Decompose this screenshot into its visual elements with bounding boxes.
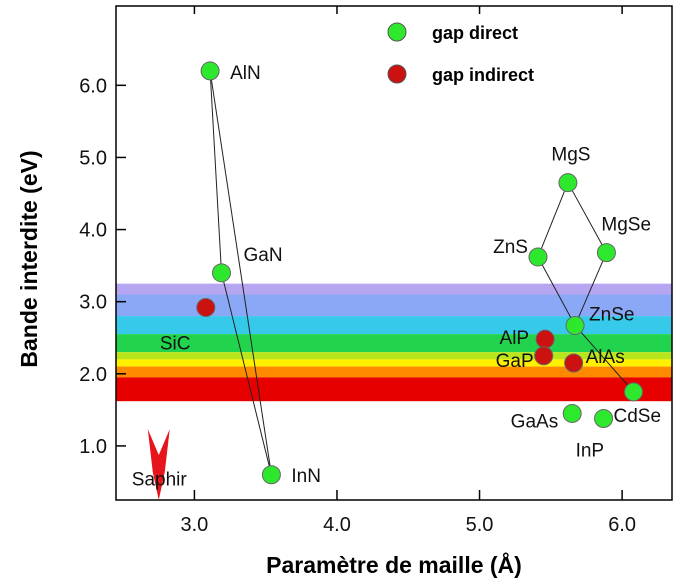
direct-gap-point [200, 61, 220, 81]
saphir-label: Saphir [132, 469, 188, 490]
x-tick-label: 5.0 [466, 514, 494, 536]
direct-gap-point [261, 465, 281, 485]
spectrum-band [116, 377, 672, 402]
point-label: ZnSe [589, 304, 634, 325]
point-label: GaP [496, 351, 534, 372]
axis-ticks: 3.0 4.0 5.0 6.0 1.0 2.0 3.0 4.0 5.0 6.0 [79, 6, 636, 536]
direct-gap-point [594, 409, 614, 429]
alloy-line [537, 182, 569, 258]
direct-gap-point [596, 243, 616, 263]
legend-indirect-marker [387, 64, 407, 84]
y-tick-label: 6.0 [79, 75, 107, 97]
alloy-line [574, 252, 607, 326]
y-tick-label: 2.0 [79, 364, 107, 386]
alloy-line [567, 182, 607, 253]
legend-direct-marker [387, 22, 407, 42]
spectrum-band [116, 334, 672, 353]
indirect-gap-point [534, 346, 554, 366]
direct-gap-point [565, 315, 585, 335]
data-points [196, 61, 644, 485]
x-tick-label: 3.0 [181, 514, 209, 536]
alloy-line [209, 70, 272, 475]
indirect-gap-point [196, 297, 216, 317]
point-label: AlN [230, 63, 261, 84]
direct-gap-point [558, 173, 578, 193]
direct-gap-point [528, 247, 548, 267]
point-label: GaN [243, 245, 282, 266]
plot-frame [115, 5, 673, 501]
point-label: ZnS [493, 237, 528, 258]
spectrum-band [116, 352, 672, 360]
point-label: InP [576, 441, 605, 462]
spectrum-band [116, 359, 672, 367]
x-tick-label: 6.0 [608, 514, 636, 536]
legend: gap direct gap indirect [387, 22, 534, 85]
visible-spectrum-bands [116, 283, 672, 402]
saphir-marker: Saphir [132, 429, 188, 500]
direct-gap-point [562, 403, 582, 423]
spectrum-band [116, 316, 672, 335]
alloy-line [574, 325, 634, 393]
x-tick-label: 4.0 [323, 514, 351, 536]
spectrum-band [116, 283, 672, 295]
alloy-line [221, 272, 272, 475]
y-tick-label: 5.0 [79, 147, 107, 169]
point-labels: AlN GaN InN MgS ZnS MgSe ZnSe CdSe GaAs InP SiC AlP… [160, 63, 661, 487]
direct-gap-point [211, 263, 231, 283]
point-label: CdSe [614, 406, 662, 427]
point-label: MgSe [601, 215, 651, 236]
alloy-lines [209, 70, 634, 475]
spectrum-band [116, 294, 672, 317]
y-tick-label: 1.0 [79, 436, 107, 458]
point-label: GaAs [511, 411, 559, 432]
y-tick-label: 4.0 [79, 220, 107, 242]
indirect-gap-point [535, 329, 555, 349]
point-label: InN [291, 466, 321, 487]
alloy-line [209, 70, 222, 273]
y-tick-label: 3.0 [79, 292, 107, 314]
indirect-gap-point [564, 353, 584, 373]
point-label: SiC [160, 333, 191, 354]
y-axis-title: Bande interdite (eV) [16, 150, 42, 367]
alloy-line [537, 256, 576, 326]
point-label: AlP [500, 328, 530, 349]
saphir-arrow-icon [147, 429, 170, 500]
point-label: MgS [551, 145, 590, 166]
legend-indirect-label: gap indirect [432, 65, 534, 85]
spectrum-band [116, 366, 672, 378]
legend-direct-label: gap direct [432, 23, 518, 43]
direct-gap-point [624, 382, 644, 402]
point-label: AlAs [586, 347, 625, 368]
x-axis-title: Paramètre de maille (Å) [266, 551, 522, 578]
